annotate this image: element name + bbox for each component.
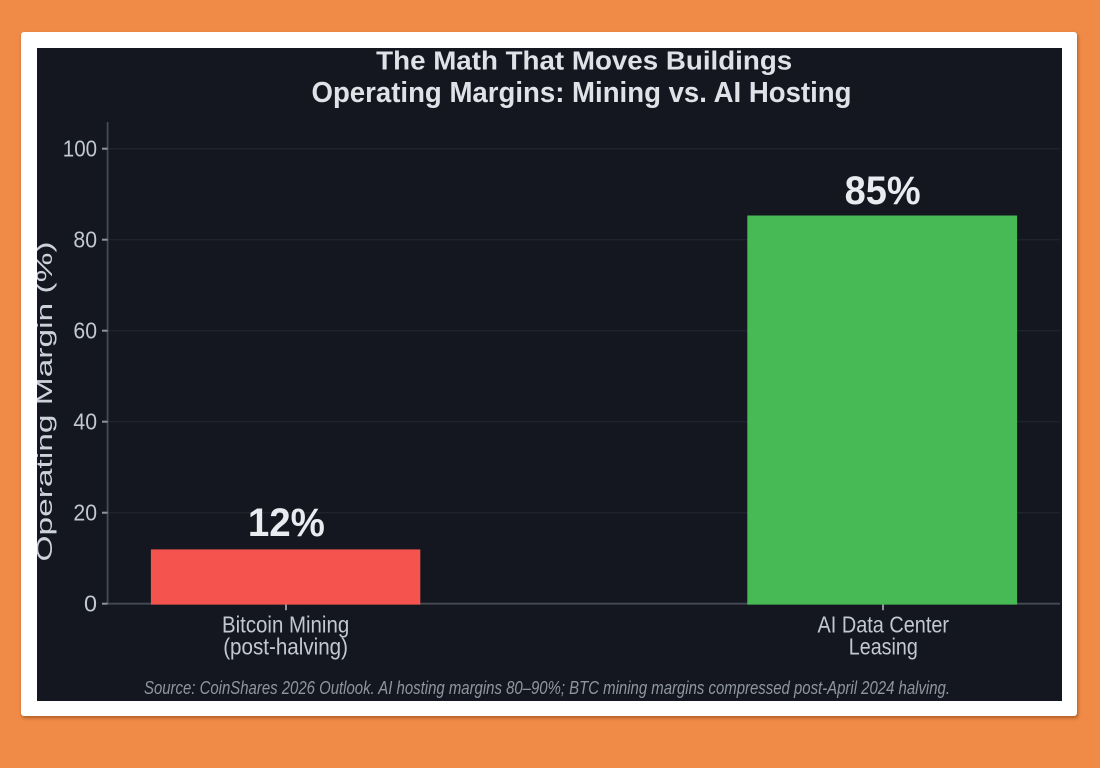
svg-text:20: 20 xyxy=(73,500,97,526)
svg-text:AI Data Center: AI Data Center xyxy=(818,612,950,638)
svg-text:85%: 85% xyxy=(845,169,921,213)
svg-text:Leasing: Leasing xyxy=(849,634,918,660)
svg-text:0: 0 xyxy=(84,591,97,617)
svg-text:80: 80 xyxy=(73,227,97,253)
svg-text:Bitcoin Mining: Bitcoin Mining xyxy=(222,612,349,638)
svg-text:100: 100 xyxy=(63,136,97,162)
svg-text:Operating Margins: Mining vs.: Operating Margins: Mining vs. AI Hosting xyxy=(312,77,852,109)
svg-text:60: 60 xyxy=(73,318,97,344)
svg-text:40: 40 xyxy=(73,409,97,435)
svg-text:Operating Margin (%): Operating Margin (%) xyxy=(37,242,57,562)
svg-text:(post-halving): (post-halving) xyxy=(223,634,348,660)
svg-text:Source: CoinShares 2026 Outloo: Source: CoinShares 2026 Outlook. AI host… xyxy=(144,677,950,698)
svg-text:12%: 12% xyxy=(248,501,325,545)
svg-text:The Math That Moves Buildings: The Math That Moves Buildings xyxy=(376,48,792,76)
